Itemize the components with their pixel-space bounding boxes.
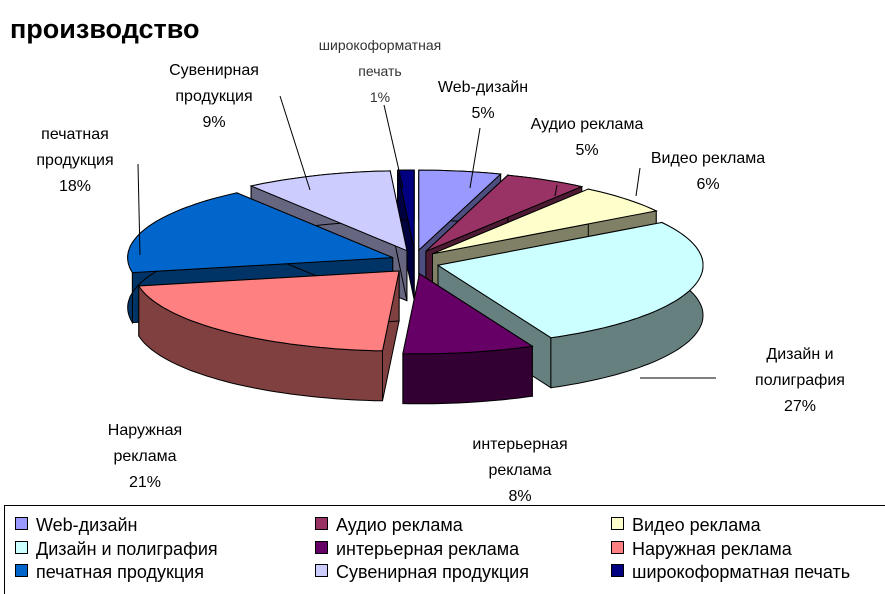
slice xyxy=(402,272,534,405)
label-name: Видео реклама xyxy=(650,150,766,167)
legend-label: Аудио реклама xyxy=(336,515,463,535)
label-value: 9% xyxy=(202,114,226,131)
leader-line xyxy=(279,95,311,191)
legend-swatch xyxy=(15,564,28,577)
leader-line xyxy=(635,167,641,197)
data-label: печатная продукция 18% xyxy=(15,122,135,200)
legend-item: Дизайн и полиграфия xyxy=(15,539,218,560)
legend-label: Наружная реклама xyxy=(632,539,792,559)
data-label: Наружная реклама 21% xyxy=(90,418,200,496)
label-name: печатная продукция xyxy=(36,126,114,169)
legend-label: широкоформатная печать xyxy=(632,562,851,582)
slice xyxy=(418,169,502,252)
legend-item: широкоформатная печать xyxy=(611,562,850,583)
leader-line xyxy=(383,104,404,189)
slice xyxy=(396,169,415,251)
legend-swatch xyxy=(611,517,624,530)
chart xyxy=(127,95,716,405)
label-value: 8% xyxy=(508,488,532,505)
label-value: 1% xyxy=(369,89,391,105)
label-value: 18% xyxy=(58,178,92,195)
legend-swatch xyxy=(315,541,328,554)
legend-swatch xyxy=(315,517,328,530)
legend-label: печатная продукция xyxy=(36,562,204,582)
label-name: Наружная реклама xyxy=(107,422,183,465)
label-value: 5% xyxy=(471,105,495,122)
slice xyxy=(137,270,400,352)
label-name: Сувенирная продукция xyxy=(169,62,259,105)
legend-item: Видео реклама xyxy=(611,515,761,536)
label-value: 27% xyxy=(783,398,817,415)
legend-item: Web-дизайн xyxy=(15,515,138,536)
legend-swatch xyxy=(611,541,624,554)
data-label: Web-дизайн 5% xyxy=(423,75,543,127)
label-name: интерьерная реклама xyxy=(472,436,568,479)
slice xyxy=(396,169,415,301)
data-label: Аудио реклама 5% xyxy=(512,112,662,164)
slice xyxy=(425,174,584,252)
slice xyxy=(137,270,400,402)
chart-title: производство xyxy=(10,14,200,44)
legend-label: интерьерная реклама xyxy=(336,539,520,559)
label-value: 21% xyxy=(128,474,162,491)
leader-line xyxy=(137,163,141,256)
label-value: 5% xyxy=(575,142,599,159)
legend-label: Web-дизайн xyxy=(36,515,138,535)
leader-line xyxy=(469,127,481,189)
slice xyxy=(432,188,658,255)
legend-swatch xyxy=(15,517,28,530)
legend-item: интерьерная реклама xyxy=(315,539,519,560)
label-value: 6% xyxy=(696,176,720,193)
legend-swatch xyxy=(315,564,328,577)
legend-item: Сувенирная продукция xyxy=(315,562,529,583)
slice xyxy=(436,221,704,339)
slice xyxy=(402,272,534,355)
label-name: широкоформатная печать xyxy=(318,37,442,79)
legend-swatch xyxy=(611,564,624,577)
data-label: Видео реклама 6% xyxy=(633,146,783,198)
legend-swatch xyxy=(15,541,28,554)
slice xyxy=(127,192,393,274)
slice-side xyxy=(402,345,533,405)
legend-item: Аудио реклама xyxy=(315,515,463,536)
legend: Web-дизайн Аудио реклама Видео реклама Диза… xyxy=(4,505,885,594)
slice xyxy=(249,170,408,252)
legend-item: печатная продукция xyxy=(15,562,204,583)
leader-line xyxy=(554,184,558,197)
label-name: Аудио реклама xyxy=(530,116,644,133)
data-label: Сувенирная продукция 9% xyxy=(144,58,284,136)
data-label: Дизайн и полиграфия 27% xyxy=(745,342,855,420)
legend-item: Наружная реклама xyxy=(611,539,792,560)
legend-label: Сувенирная продукция xyxy=(336,562,529,582)
legend-label: Видео реклама xyxy=(632,515,761,535)
label-name: Web-дизайн xyxy=(437,79,529,96)
legend-label: Дизайн и полиграфия xyxy=(36,539,218,559)
label-name: Дизайн и полиграфия xyxy=(755,346,845,389)
data-label: широкоформатная печать 1% xyxy=(305,32,455,110)
data-label: интерьерная реклама 8% xyxy=(455,432,585,510)
